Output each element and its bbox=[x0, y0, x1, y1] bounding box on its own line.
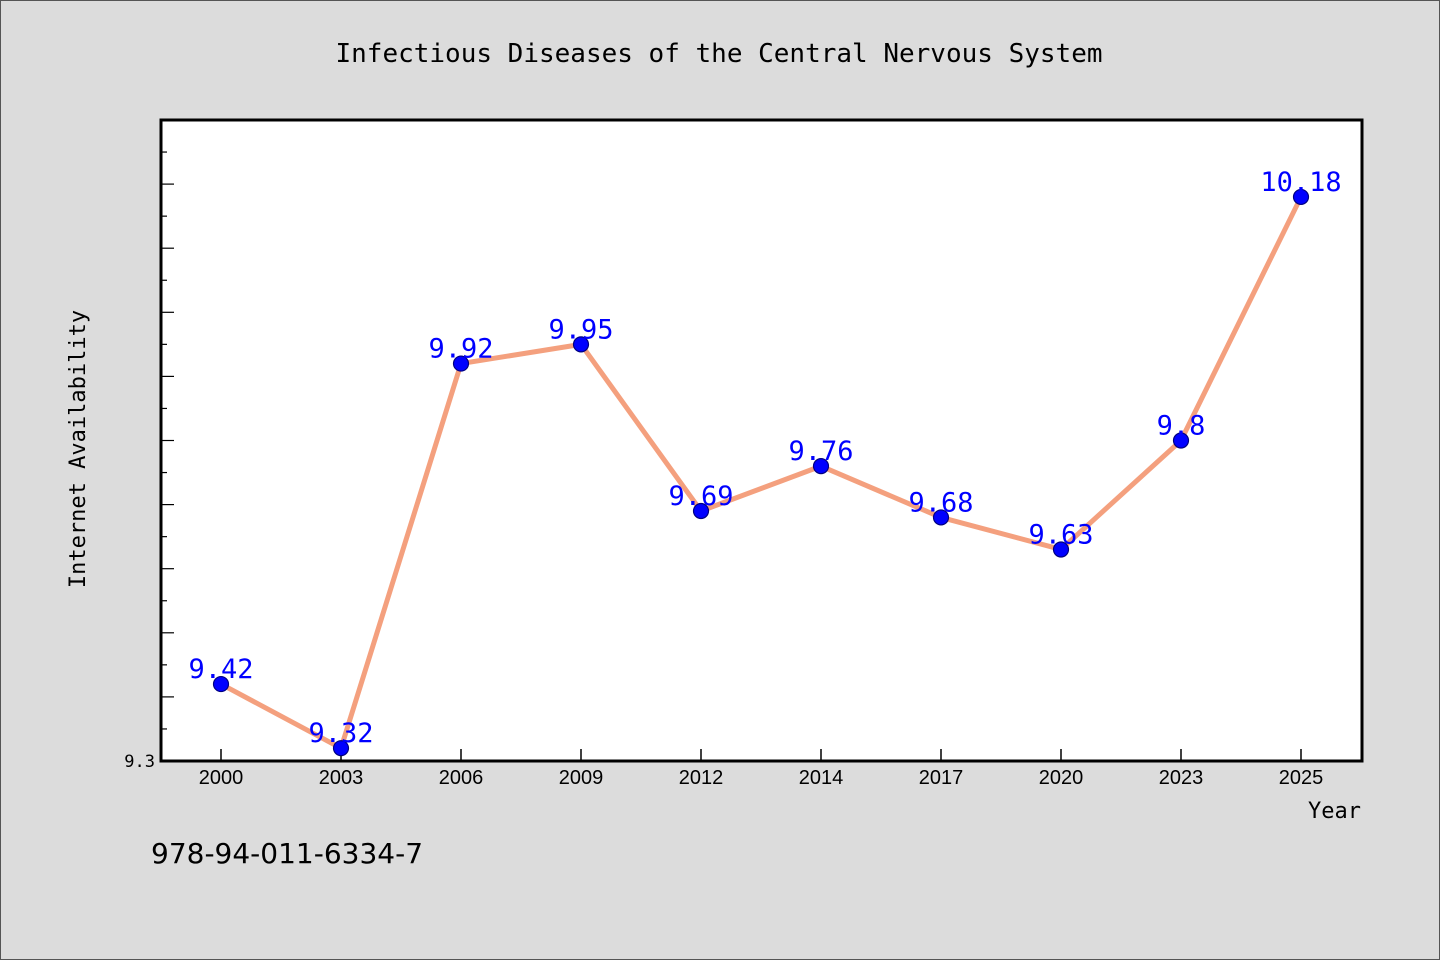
data-labels: 9.42 9.32 9.92 9.95 9.69 9.76 9.68 9.63 9.8 10.18 bbox=[188, 167, 1341, 749]
plot-area bbox=[159, 118, 1364, 763]
x-tick-label: 2017 bbox=[919, 767, 964, 789]
x-tick-label: 2020 bbox=[1039, 767, 1084, 789]
data-markers bbox=[212, 188, 1310, 757]
data-label: 9.42 bbox=[188, 654, 253, 685]
x-tick-label: 2012 bbox=[679, 767, 724, 789]
data-label: 9.92 bbox=[428, 334, 493, 365]
x-tick-label: 2000 bbox=[199, 767, 244, 789]
data-point bbox=[1052, 541, 1070, 558]
chart-title: Infectious Diseases of the Central Nervo… bbox=[335, 39, 1102, 69]
x-tick-label: 2006 bbox=[439, 767, 484, 789]
data-point bbox=[692, 502, 710, 520]
data-point bbox=[572, 336, 590, 353]
data-point bbox=[812, 458, 830, 475]
series-line bbox=[218, 194, 1304, 751]
data-label: 10.18 bbox=[1260, 167, 1341, 198]
data-label: 9.95 bbox=[548, 314, 613, 345]
x-axis-label: Year bbox=[1308, 799, 1361, 824]
data-point bbox=[1172, 432, 1190, 449]
y-axis-ticks bbox=[161, 151, 174, 730]
y-axis-label: Internet Availability bbox=[66, 310, 91, 588]
data-label: 9.32 bbox=[308, 718, 373, 749]
x-tick-label: 2003 bbox=[319, 767, 364, 789]
data-label: 9.63 bbox=[1028, 519, 1093, 550]
data-point bbox=[212, 675, 230, 693]
data-label: 9.8 bbox=[1157, 411, 1206, 442]
data-point bbox=[332, 740, 350, 757]
data-point bbox=[1292, 188, 1310, 206]
data-point bbox=[452, 355, 470, 372]
data-label: 9.76 bbox=[788, 436, 853, 467]
y-tick-label: 9.3 bbox=[124, 752, 155, 772]
x-tick-label: 2009 bbox=[559, 767, 604, 789]
data-point bbox=[932, 509, 950, 526]
x-tick-label: 2025 bbox=[1279, 767, 1324, 789]
x-tick-labels: 2000 2003 2006 2009 2012 2014 2017 2020 2023 2025 bbox=[199, 767, 1324, 789]
data-label: 9.69 bbox=[668, 481, 733, 512]
data-label: 9.68 bbox=[908, 487, 973, 518]
footer-code: 978-94-011-6334-7 bbox=[151, 837, 423, 870]
x-tick-label: 2014 bbox=[799, 767, 844, 789]
x-tick-label: 2023 bbox=[1159, 767, 1204, 789]
